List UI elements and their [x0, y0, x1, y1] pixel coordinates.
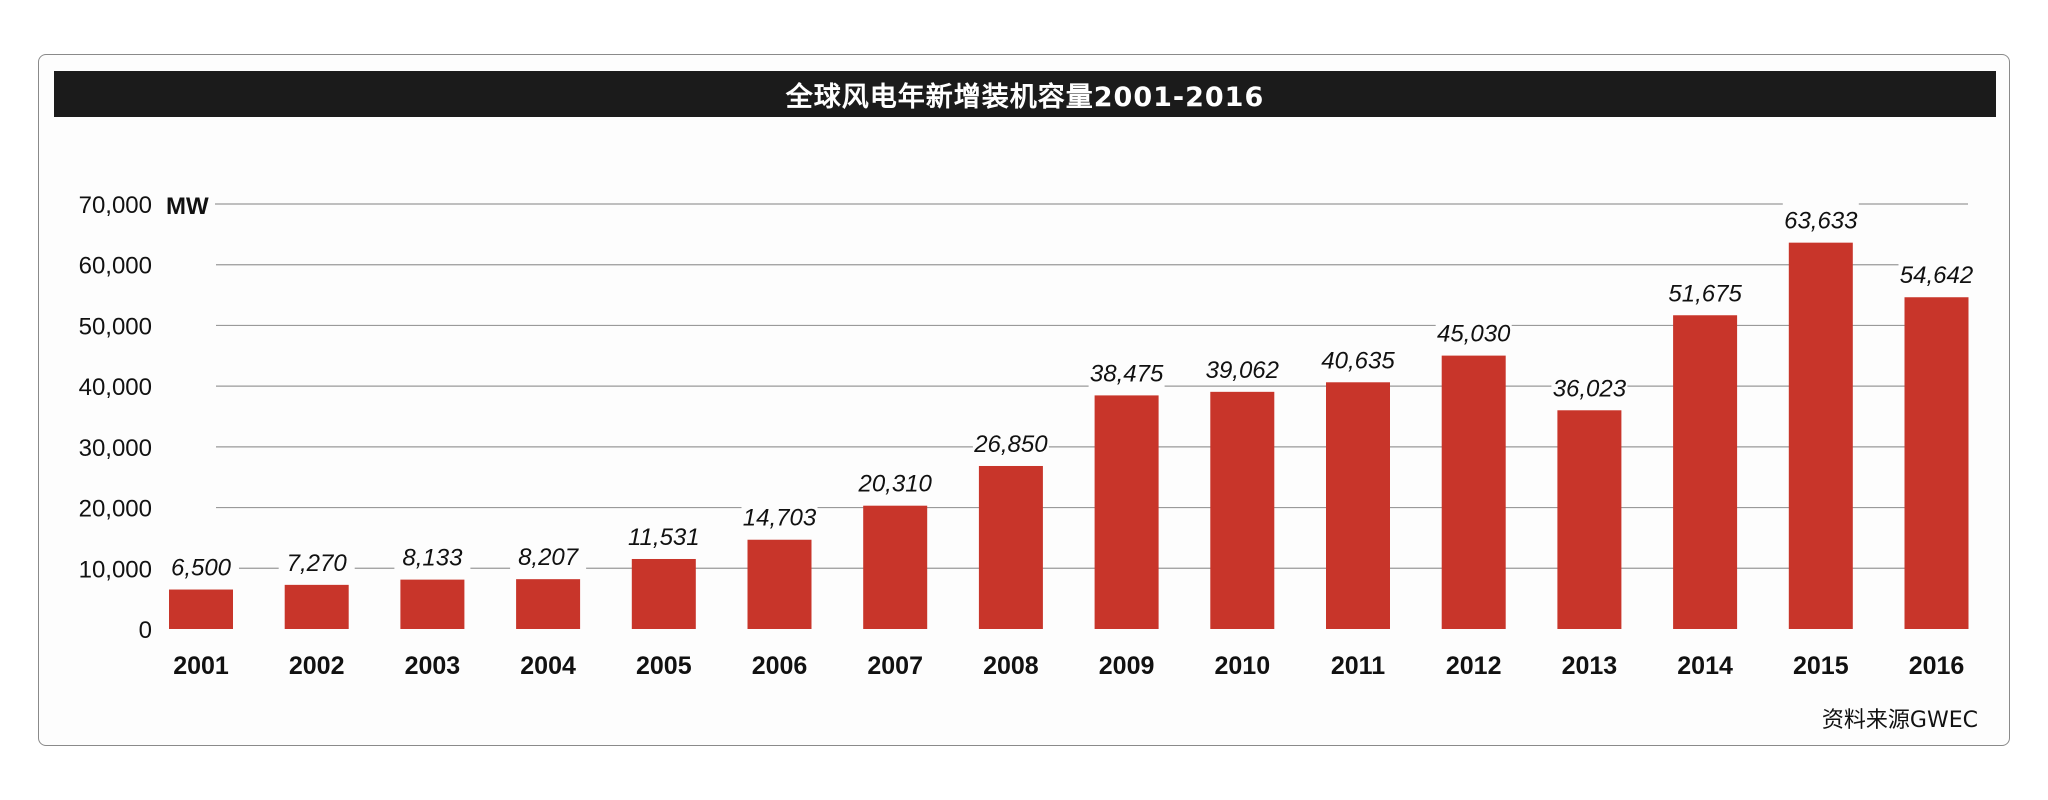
value-label: 8,207: [518, 544, 580, 571]
value-label: 6,500: [171, 555, 232, 582]
bar-2002: [285, 585, 349, 629]
bar-2012: [1442, 356, 1506, 629]
bar-2006: [748, 540, 812, 629]
x-tick-label: 2010: [1214, 652, 1270, 680]
bar-2007: [863, 506, 927, 629]
value-label: 38,475: [1090, 360, 1164, 387]
value-label: 54,642: [1900, 262, 1973, 289]
bar-2014: [1673, 315, 1737, 629]
bar-2016: [1905, 297, 1969, 629]
value-label: 11,531: [628, 524, 700, 551]
x-tick-label: 2001: [173, 652, 229, 680]
x-tick-label: 2002: [289, 652, 345, 680]
value-label: 45,030: [1437, 321, 1511, 348]
value-label: 63,633: [1784, 208, 1858, 235]
x-tick-label: 2009: [1099, 652, 1155, 680]
x-tick-label: 2005: [636, 652, 692, 680]
x-tick-label: 2006: [752, 652, 808, 680]
value-label: 26,850: [973, 431, 1048, 458]
y-tick-label: 40,000: [79, 374, 152, 401]
bar-2009: [1095, 395, 1159, 629]
value-label: 7,270: [287, 550, 348, 577]
value-label: 51,675: [1668, 280, 1742, 307]
bar-2015: [1789, 243, 1853, 629]
y-tick-label: 20,000: [79, 496, 152, 523]
bar-2005: [632, 559, 696, 629]
value-label: 36,023: [1553, 375, 1627, 402]
y-tick-label: 10,000: [79, 556, 152, 583]
x-tick-label: 2012: [1446, 652, 1502, 680]
bar-2003: [400, 580, 464, 629]
unit-label: MW: [166, 193, 209, 220]
value-label: 20,310: [857, 471, 932, 498]
y-tick-label: 30,000: [79, 435, 152, 462]
bar-2001: [169, 590, 233, 629]
y-tick-label: 0: [139, 617, 152, 644]
bar-2011: [1326, 382, 1390, 629]
bar-2004: [516, 579, 580, 629]
x-tick-label: 2004: [520, 652, 576, 680]
x-tick-label: 2003: [405, 652, 461, 680]
x-tick-label: 2014: [1677, 652, 1733, 680]
x-tick-label: 2008: [983, 652, 1039, 680]
x-tick-label: 2011: [1331, 652, 1385, 680]
y-tick-label: 70,000: [79, 192, 152, 219]
x-tick-label: 2015: [1793, 652, 1849, 680]
value-label: 39,062: [1206, 357, 1279, 384]
bar-2008: [979, 466, 1043, 629]
source-note: 资料来源GWEC: [1822, 702, 1978, 734]
bar-2010: [1210, 392, 1274, 629]
x-tick-label: 2016: [1909, 652, 1965, 680]
bars-layer: 6,500 2001 7,270 2002 8,133 2003 8,207 2004 11,5…: [163, 203, 1975, 680]
x-tick-label: 2007: [867, 652, 923, 680]
bar-2013: [1557, 410, 1621, 629]
value-label: 8,133: [402, 545, 463, 572]
value-label: 40,635: [1321, 347, 1395, 374]
x-tick-label: 2013: [1562, 652, 1618, 680]
y-tick-label: 50,000: [79, 313, 152, 340]
y-tick-label: 60,000: [79, 253, 152, 280]
value-label: 14,703: [743, 505, 817, 532]
